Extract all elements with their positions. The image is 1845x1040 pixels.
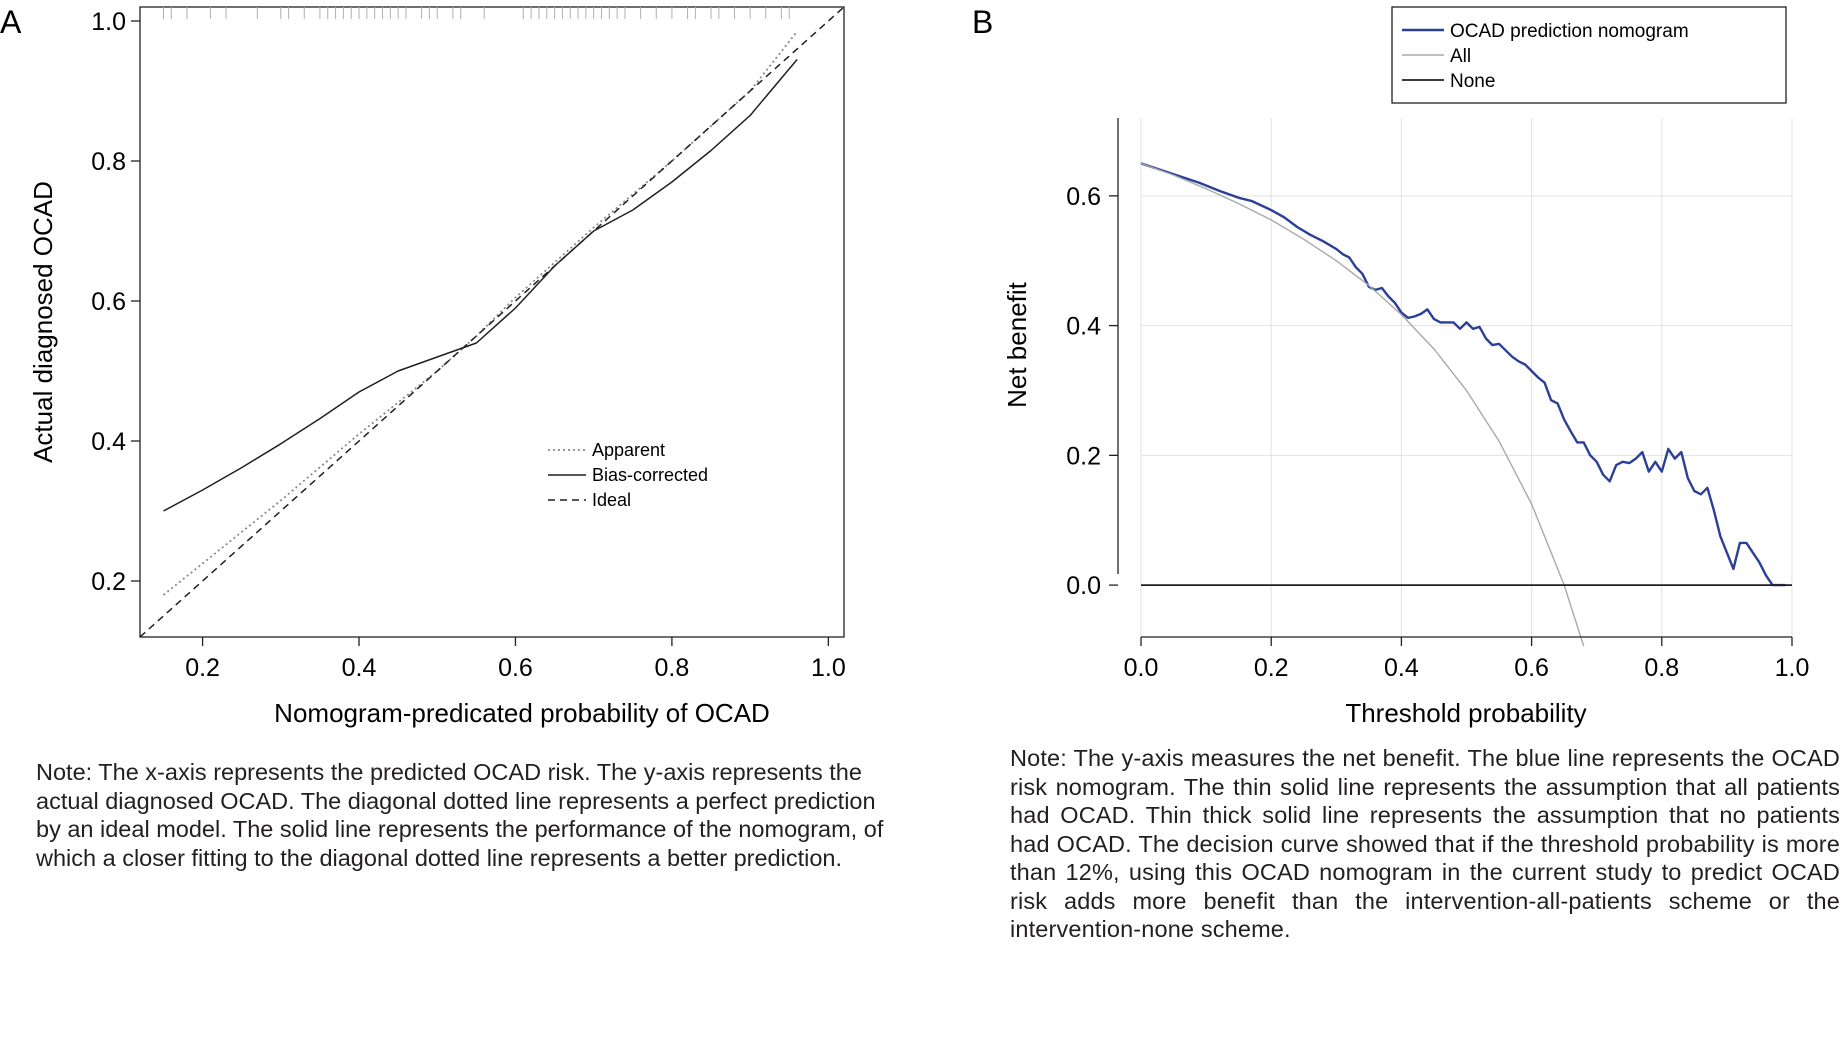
x-tick-label: 1.0 xyxy=(811,654,846,682)
y-tick-label: 0.4 xyxy=(1066,313,1101,341)
x-tick-label: 0.6 xyxy=(1514,654,1549,682)
y-tick-label: 0.6 xyxy=(1066,183,1101,211)
decision-curve-plot: 0.0 0.2 0.4 0.6 0.8 1.0 0.0 0.2 0.4 0.6 Threshol… xyxy=(1002,6,1810,728)
x-tick-label: 0.4 xyxy=(342,654,377,682)
y-tick-label: 0.2 xyxy=(1066,442,1101,470)
x-axis-ticks: 0.2 0.4 0.6 0.8 1.0 xyxy=(185,637,846,682)
y-tick-label: 0.8 xyxy=(91,148,126,176)
series-line-ideal xyxy=(139,6,845,638)
calibration-plot: 0.2 0.4 0.6 0.8 1.0 0.2 0.4 0.6 0.8 1.0 Nomogram… xyxy=(28,6,846,728)
y-axis-ticks: 0.0 0.2 0.4 0.6 xyxy=(1066,183,1118,600)
rug-marks xyxy=(162,7,790,19)
x-tick-label: 0.8 xyxy=(655,654,690,682)
series-line-ocad-prediction-nomogram xyxy=(1140,162,1786,587)
panel-a-letter: A xyxy=(0,4,22,40)
legend: OCAD prediction nomogram All None xyxy=(1391,6,1787,104)
legend-label-ideal: Ideal xyxy=(592,490,631,510)
legend-label-none: None xyxy=(1450,71,1495,92)
legend-label-ocad-prediction-nomogram: OCAD prediction nomogram xyxy=(1450,21,1689,42)
y-axis-title: Net benefit xyxy=(1002,281,1032,408)
y-tick-label: 0.0 xyxy=(1066,572,1101,600)
note-a: Note: The x-axis represents the predicte… xyxy=(36,759,884,871)
note-b: Note: The y-axis measures the net benefi… xyxy=(1010,745,1840,942)
y-tick-label: 0.6 xyxy=(91,288,126,316)
x-tick-label: 0.8 xyxy=(1644,654,1679,682)
x-axis-title: Nomogram-predicated probability of OCAD xyxy=(274,698,770,728)
y-axis-ticks: 0.2 0.4 0.6 0.8 1.0 xyxy=(91,8,140,596)
x-tick-label: 0.6 xyxy=(498,654,533,682)
series-line-apparent xyxy=(162,30,798,596)
x-axis-title: Threshold probability xyxy=(1345,698,1586,728)
series-line-bias-corrected xyxy=(163,59,798,512)
x-tick-label: 0.0 xyxy=(1124,654,1159,682)
legend: Apparent Bias-corrected Ideal xyxy=(548,440,708,510)
legend-label-apparent: Apparent xyxy=(592,440,665,460)
panel-b-letter: B xyxy=(972,4,993,40)
y-tick-label: 0.2 xyxy=(91,568,126,596)
plot-frame xyxy=(139,6,845,638)
legend-label-all: All xyxy=(1450,46,1471,67)
series-line-all xyxy=(1140,162,1585,647)
y-tick-label: 0.4 xyxy=(91,428,126,456)
x-tick-label: 0.4 xyxy=(1384,654,1419,682)
x-tick-label: 0.2 xyxy=(185,654,220,682)
y-axis-title: Actual diagnosed OCAD xyxy=(28,181,58,463)
x-axis-ticks: 0.0 0.2 0.4 0.6 0.8 1.0 xyxy=(1124,637,1810,682)
x-tick-label: 0.2 xyxy=(1254,654,1289,682)
x-tick-label: 1.0 xyxy=(1775,654,1810,682)
legend-box xyxy=(1391,6,1787,104)
legend-label-bias-corrected: Bias-corrected xyxy=(592,465,708,485)
y-tick-label: 1.0 xyxy=(91,8,126,36)
gridlines xyxy=(1140,118,1793,637)
